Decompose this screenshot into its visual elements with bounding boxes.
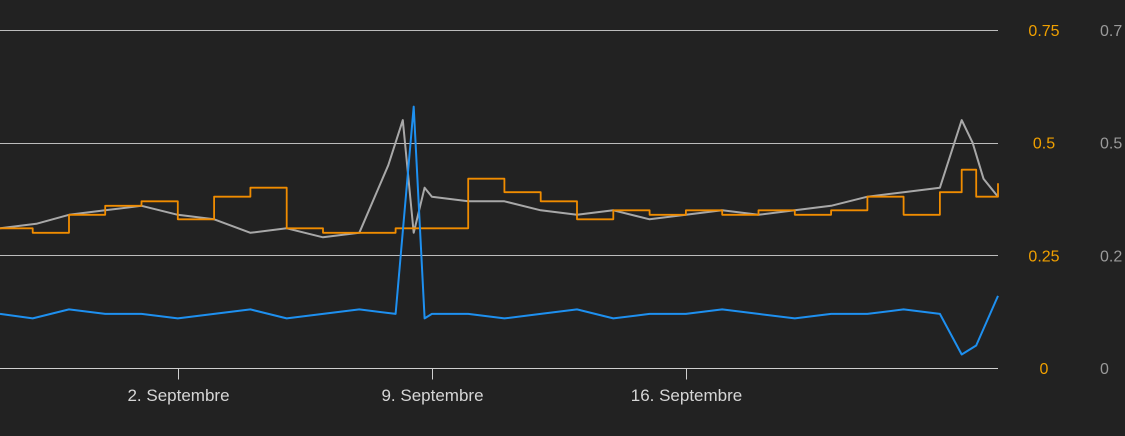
y-right-tick-label: 0.2 — [1100, 248, 1122, 265]
series-layer — [0, 105, 999, 356]
x-tick-label: 2. Septembre — [127, 386, 229, 405]
y-axis-labels: 0.75 0.5 0.25 0 0.7 0.5 0.2 0 — [1028, 23, 1122, 378]
x-tick-label: 16. Septembre — [631, 386, 743, 405]
y-right-tick-label: 0 — [1100, 361, 1109, 378]
series-blue-line — [0, 105, 999, 356]
y-right-tick-label: 0.7 — [1100, 23, 1122, 40]
series-gray-line — [0, 119, 999, 239]
x-axis: 2. Septembre 9. Septembre 16. Septembre — [0, 368, 998, 405]
y-right-tick-label: 0.5 — [1100, 136, 1122, 153]
y-left-tick-label: 0.5 — [1033, 136, 1055, 153]
series-orange-line — [0, 168, 999, 234]
y-left-tick-label: 0 — [1040, 361, 1049, 378]
y-left-tick-label: 0.75 — [1028, 23, 1059, 40]
grid — [0, 30, 998, 256]
y-left-tick-label: 0.25 — [1028, 248, 1059, 265]
x-tick-label: 9. Septembre — [381, 386, 483, 405]
